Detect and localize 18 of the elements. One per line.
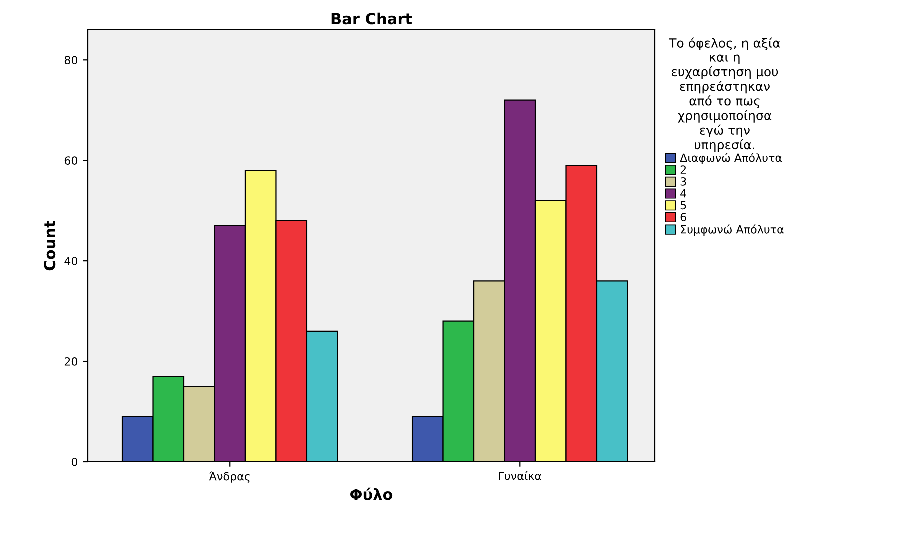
y-tick-label: 0 bbox=[72, 458, 78, 466]
legend-label: 5 bbox=[680, 201, 686, 210]
y-tick-label: 80 bbox=[64, 56, 78, 65]
legend-label: Διαφωνώ Απόλυτα bbox=[680, 153, 782, 164]
legend-label: 2 bbox=[680, 166, 686, 174]
chart-title: Bar Chart bbox=[332, 12, 412, 25]
legend-label: 3 bbox=[680, 178, 686, 186]
y-tick-label: 40 bbox=[64, 257, 78, 266]
legend-label: 6 bbox=[680, 213, 686, 222]
y-tick-label: 20 bbox=[64, 358, 78, 366]
y-axis-title: Count bbox=[44, 220, 56, 271]
legend-title: Το όφελος, η αξία και η ευχαρίστηση μου επηρεάστηκαν από το πως χρησιμοποίησα εγώ την υπηρεσία. bbox=[669, 38, 780, 152]
y-tick-label: 60 bbox=[64, 156, 78, 165]
x-tick-label: Άνδρας bbox=[209, 472, 250, 483]
legend-label: 4 bbox=[680, 190, 687, 198]
x-tick-label: Γυναίκα bbox=[499, 471, 542, 480]
legend-label: Συμφωνώ Απόλυτα bbox=[681, 224, 784, 236]
x-axis-title: Φύλο bbox=[350, 488, 393, 500]
